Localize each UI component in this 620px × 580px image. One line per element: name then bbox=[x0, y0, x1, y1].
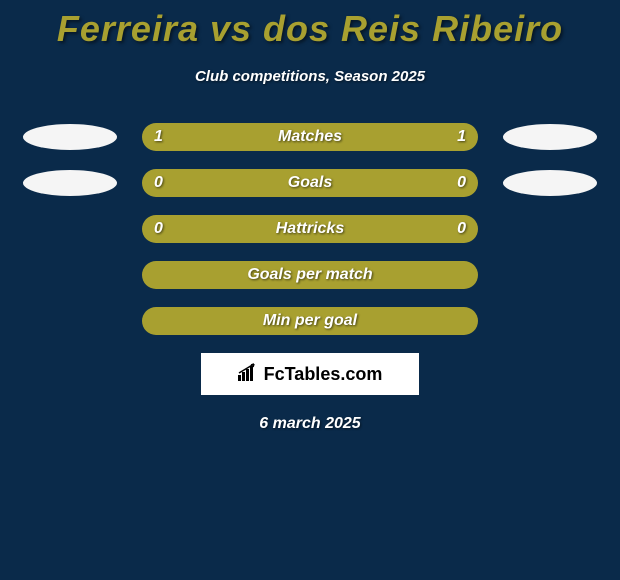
stat-row: Min per goal bbox=[0, 307, 620, 335]
team-badge-left bbox=[23, 124, 117, 150]
stat-label: Matches bbox=[278, 128, 342, 146]
stat-row: 0 Hattricks 0 bbox=[0, 215, 620, 243]
page-subtitle: Club competitions, Season 2025 bbox=[0, 68, 620, 85]
stat-label: Goals per match bbox=[247, 266, 372, 284]
stat-row: 0 Goals 0 bbox=[0, 169, 620, 197]
logo: FcTables.com bbox=[238, 363, 383, 386]
comparison-infographic: Ferreira vs dos Reis Ribeiro Club compet… bbox=[0, 0, 620, 433]
stat-left-value: 0 bbox=[154, 220, 163, 238]
stat-label: Min per goal bbox=[263, 312, 357, 330]
team-badge-right bbox=[503, 170, 597, 196]
right-badge-slot bbox=[480, 170, 620, 196]
stat-row: Goals per match bbox=[0, 261, 620, 289]
stat-rows: 1 Matches 1 0 Goals 0 0 Hattricks 0 bbox=[0, 123, 620, 335]
left-badge-slot bbox=[0, 170, 140, 196]
stat-row: 1 Matches 1 bbox=[0, 123, 620, 151]
stat-right-value: 0 bbox=[457, 220, 466, 238]
logo-box: FcTables.com bbox=[201, 353, 419, 395]
stat-right-value: 1 bbox=[457, 128, 466, 146]
right-badge-slot bbox=[480, 124, 620, 150]
logo-text: FcTables.com bbox=[264, 364, 383, 385]
team-badge-right bbox=[503, 124, 597, 150]
stat-bar: 0 Hattricks 0 bbox=[142, 215, 478, 243]
stat-bar: Min per goal bbox=[142, 307, 478, 335]
stat-bar: 1 Matches 1 bbox=[142, 123, 478, 151]
team-badge-left bbox=[23, 170, 117, 196]
stat-left-value: 1 bbox=[154, 128, 163, 146]
stat-bar: 0 Goals 0 bbox=[142, 169, 478, 197]
page-title: Ferreira vs dos Reis Ribeiro bbox=[0, 0, 620, 50]
left-badge-slot bbox=[0, 124, 140, 150]
stat-label: Hattricks bbox=[276, 220, 344, 238]
stat-left-value: 0 bbox=[154, 174, 163, 192]
barchart-icon bbox=[238, 363, 260, 386]
stat-bar: Goals per match bbox=[142, 261, 478, 289]
date-label: 6 march 2025 bbox=[0, 415, 620, 433]
stat-label: Goals bbox=[288, 174, 332, 192]
stat-right-value: 0 bbox=[457, 174, 466, 192]
